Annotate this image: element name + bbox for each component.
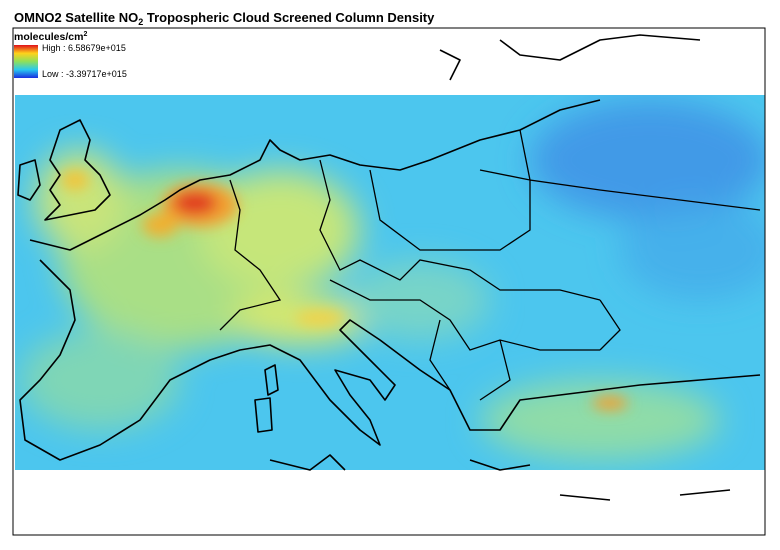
units-text: molecules/cm [14,31,83,43]
legend-high: High : 6.58679e+015 [42,43,126,53]
coast-north [29,99,601,251]
borders [219,129,761,401]
no2-raster [15,95,765,470]
coast-ireland [17,159,41,201]
coast-scandinavia [439,34,701,81]
title-subscript: 2 [138,17,143,27]
legend-units: molecules/cm2 [14,31,87,43]
country-borders [219,129,761,401]
coastlines [12,27,766,536]
coast-south [19,259,761,461]
coast-britain [44,119,111,221]
units-superscript: 2 [83,31,87,38]
title-text: Tropospheric Cloud Screened Column Densi… [143,10,435,25]
title-text: OMNO2 Satellite NO [14,10,138,25]
map-frame [12,27,766,536]
coast-islands [254,364,279,433]
coast-southern [269,454,731,501]
legend-low: Low : -3.39717e+015 [42,69,127,79]
map-title: OMNO2 Satellite NO2 Tropospheric Cloud S… [14,10,435,27]
color-ramp [14,45,38,78]
